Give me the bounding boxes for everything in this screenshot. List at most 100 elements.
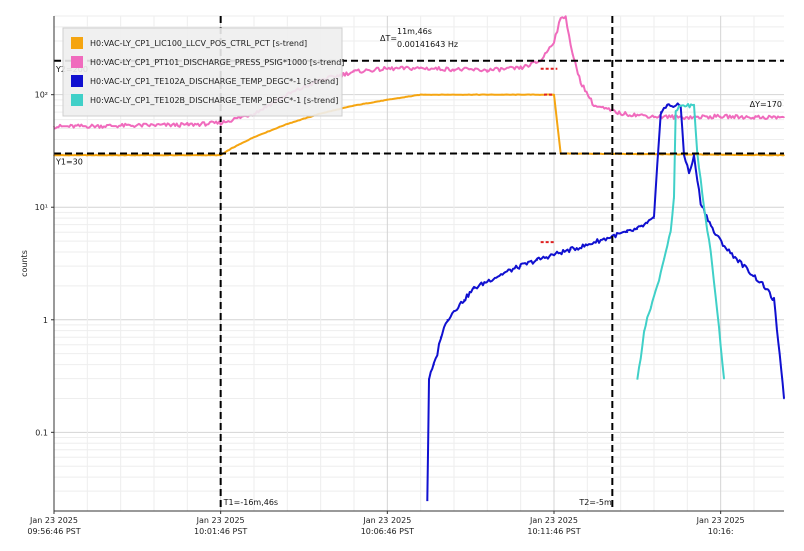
x-tick-date-label: Jan 23 2025 (196, 516, 245, 525)
legend-swatch[interactable] (71, 75, 83, 87)
series-point (674, 111, 677, 113)
series-point (593, 241, 595, 243)
series-point (606, 237, 609, 240)
series-point (669, 231, 672, 233)
annotations: ΔY=170 ΔT=11m,46s 0.00141643 Hz (380, 27, 782, 109)
legend-entry-label[interactable]: H0:VAC-LY_CP1_LIC100_LLCV_POS_CTRL_PCT [… (90, 39, 307, 48)
series-line (426, 102, 785, 502)
series-point (439, 336, 442, 339)
series-point (636, 377, 639, 380)
series-line (53, 15, 785, 130)
series-point (463, 299, 465, 301)
delta-y-label: ΔY=170 (750, 100, 782, 109)
legend[interactable]: H0:VAC-LY_CP1_LIC100_LLCV_POS_CTRL_PCT [… (62, 27, 344, 117)
series-point (559, 18, 562, 20)
series-point (643, 329, 645, 332)
series-point (229, 148, 232, 150)
series-point (649, 306, 652, 308)
series-point (626, 231, 629, 233)
series-point (656, 285, 659, 287)
series-point (746, 268, 749, 271)
series-point (419, 93, 422, 96)
x-tick-time-label: 10:06:46 PST (361, 527, 414, 536)
series-point (536, 259, 539, 261)
grid (53, 15, 784, 512)
y-tick-label: 10¹ (35, 203, 48, 212)
axes: 0.1 1 10¹ 10² counts Jan 23 2025 09:56:46 PST J… (20, 16, 784, 536)
series-point (613, 234, 615, 237)
legend-swatch[interactable] (71, 56, 83, 68)
series-point (653, 115, 655, 118)
series-point (486, 69, 489, 71)
x-tick-date-label: Jan 23 2025 (362, 516, 411, 525)
series-layer (53, 15, 785, 502)
delta-t-prefix: ΔT= (380, 34, 397, 43)
series-point (663, 257, 665, 260)
cursor-y1-label: Y1=30 (55, 158, 83, 167)
series-point (783, 154, 785, 156)
series-point (666, 104, 669, 107)
series-point (783, 397, 785, 400)
series-point (353, 104, 355, 107)
series-point (693, 104, 695, 107)
series-point (564, 15, 567, 17)
series-point (579, 81, 582, 83)
series-point (688, 172, 690, 175)
series-point (636, 228, 639, 230)
series-point (553, 253, 555, 256)
x-tick-time-label: 09:56:46 PST (27, 527, 80, 536)
x-tick-time-label: 10:16: (708, 527, 734, 536)
series-point (679, 104, 682, 107)
y-tick-label: 1 (43, 316, 48, 325)
series-point (586, 244, 589, 246)
series-point (763, 285, 765, 287)
series-point (571, 53, 574, 55)
series-point (773, 299, 775, 301)
series-point (659, 111, 662, 113)
delta-t-frequency: 0.00141643 Hz (397, 40, 458, 49)
series-point (619, 112, 622, 115)
series-point (553, 93, 555, 96)
legend-swatch[interactable] (71, 37, 83, 49)
series-point (716, 310, 719, 312)
series-point (119, 124, 122, 127)
series-point (453, 310, 455, 312)
series-point (569, 248, 572, 251)
series-point (653, 217, 655, 219)
y-tick-label: 0.1 (35, 428, 48, 437)
cursor-t1-label: T1=-16m,46s (223, 498, 278, 507)
x-tick-date-label: Jan 23 2025 (696, 516, 745, 525)
series-point (713, 231, 715, 233)
series-point (386, 99, 389, 101)
series-point (286, 123, 289, 125)
series-point (453, 68, 455, 71)
series-point (219, 122, 222, 124)
series-point (703, 206, 705, 209)
legend-entry-label[interactable]: H0:VAC-LY_CP1_TE102A_DISCHARGE_TEMP_DEGC… (90, 77, 338, 86)
legend-entry-label[interactable]: H0:VAC-LY_CP1_TE102B_DISCHARGE_TEMP_DEGC… (90, 96, 338, 105)
delta-t-value: 11m,46s (397, 27, 432, 36)
series-point (353, 70, 355, 73)
x-tick-date-label: Jan 23 2025 (29, 516, 78, 525)
series-point (593, 104, 595, 107)
x-tick-time-label: 10:11:46 PST (527, 527, 580, 536)
series-point (436, 352, 439, 355)
series-point (473, 287, 475, 290)
series-point (386, 67, 389, 70)
series-point (646, 222, 649, 225)
series-line (636, 103, 725, 380)
series-point (419, 67, 422, 69)
x-tick-time-label: 10:01:46 PST (194, 527, 247, 536)
series-point (753, 116, 755, 119)
series-point (186, 123, 189, 126)
series-point (553, 40, 555, 42)
series-point (446, 318, 449, 321)
legend-entry-label[interactable]: H0:VAC-LY_CP1_PT101_DISCHARGE_PRESS_PSIG… (90, 58, 344, 67)
legend-swatch[interactable] (71, 94, 83, 106)
series-point (426, 499, 429, 501)
x-tick-date-label: Jan 23 2025 (529, 516, 578, 525)
series-point (693, 156, 695, 158)
series-point (726, 248, 729, 251)
